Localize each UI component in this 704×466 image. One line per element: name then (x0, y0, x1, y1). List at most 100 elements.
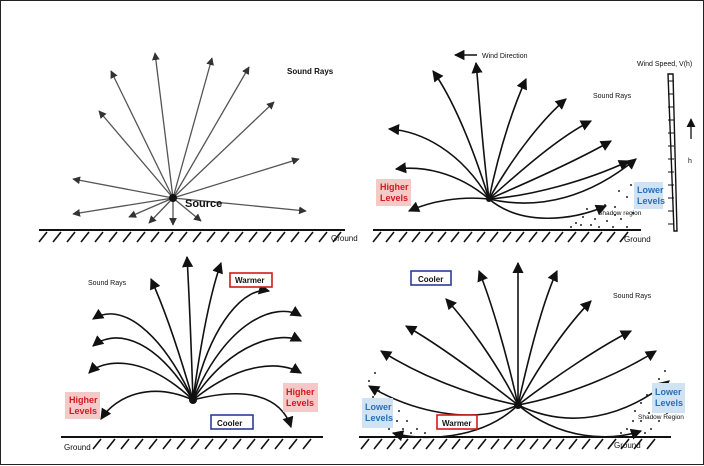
sound-ray (488, 158, 637, 204)
sound-ray (150, 277, 194, 401)
sound-ray (172, 197, 307, 215)
sound-ray (432, 70, 490, 200)
sound-ray (192, 363, 302, 401)
sound-ray (92, 335, 194, 401)
sound-ray (407, 197, 490, 212)
ground-label: Ground (64, 443, 91, 452)
h-label: h (688, 158, 692, 165)
lower-levels-left-highlight (362, 398, 393, 428)
higher-levels-left-label: Higher Levels (69, 395, 98, 416)
warmer-box (436, 414, 478, 430)
source-dot (514, 401, 522, 409)
ground-label: Ground (624, 235, 651, 244)
wind-direction-label: Wind Direction (482, 53, 528, 60)
ground-line (61, 436, 323, 450)
cooler-box (210, 414, 254, 430)
sound-ray (488, 160, 631, 200)
higher-levels-right-highlight (283, 383, 318, 412)
sound-ray (380, 350, 519, 406)
sound-ray (517, 404, 643, 440)
panel-wind-refraction: Wind Direction Wind Speed, V(h) h Sound … (372, 49, 696, 244)
sound-ray (172, 101, 275, 199)
cooler-label: Cooler (217, 419, 242, 428)
warmer-label: Warmer (442, 419, 472, 428)
sound-ray (477, 269, 519, 406)
ground-line (359, 436, 671, 450)
panel-lapse-refraction: Cooler Sound Rays Lower Levels Lower Level… (359, 261, 685, 450)
sound-ray (517, 300, 592, 406)
lower-levels-left-label: Lower Levels (365, 402, 393, 423)
sound-rays-label: Sound Rays (287, 67, 334, 76)
source-dot (189, 396, 197, 404)
sound-ray (394, 162, 490, 200)
sound-ray (391, 404, 519, 442)
source-label: Source (185, 198, 222, 210)
straight-ray-group (72, 52, 307, 226)
sound-ray (192, 261, 223, 401)
higher-levels-label: Higher Levels (380, 182, 409, 203)
panel-straight-rays: Source Sound Rays Ground (38, 52, 358, 243)
warmer-label: Warmer (235, 276, 265, 285)
wind-speed-profile (667, 73, 696, 232)
sound-ray (151, 52, 174, 199)
sound-ray (172, 197, 202, 222)
higher-levels-left-highlight (65, 392, 100, 419)
sound-ray (517, 330, 633, 406)
cooler-box (410, 270, 452, 286)
sound-ray (488, 120, 593, 200)
ground-label: Ground (331, 234, 358, 243)
shadow-region-dots (570, 184, 634, 228)
sound-ray (517, 269, 558, 406)
sound-ray (88, 361, 194, 401)
shadow-region-label: Shadow region (598, 210, 642, 217)
sound-rays-label: Sound Rays (613, 293, 652, 300)
lower-levels-highlight (634, 182, 663, 209)
sound-ray (488, 140, 612, 200)
cooler-label: Cooler (418, 275, 443, 284)
wind-speed-label: Wind Speed, V(h) (637, 61, 692, 68)
sound-ray (368, 385, 519, 416)
lower-levels-label: Lower Levels (637, 185, 665, 206)
sound-ray (471, 61, 490, 200)
sound-ray (488, 198, 608, 220)
sound-ray (445, 298, 519, 406)
sound-ray (72, 176, 174, 199)
lapse-ray-group (368, 261, 670, 442)
sound-ray (172, 157, 300, 199)
sound-ray (192, 283, 271, 401)
sound-ray (172, 66, 250, 199)
sound-ray (488, 77, 527, 200)
sound-ray (192, 393, 294, 429)
higher-levels-right-label: Higher Levels (286, 387, 315, 408)
source-dot (169, 194, 177, 202)
lower-levels-right-label: Lower Levels (655, 387, 683, 408)
panel-temperature-inversion: Sound Rays Warmer Cooler Higher Levels Hi… (61, 255, 323, 452)
sound-ray (148, 197, 174, 224)
source-dot (486, 196, 492, 202)
sound-ray (128, 197, 174, 218)
sound-ray (192, 306, 302, 401)
ground-line (38, 229, 345, 243)
sound-ray (405, 325, 519, 406)
sound-ray (387, 124, 490, 200)
sound-ray (100, 390, 194, 420)
lower-levels-right-highlight (652, 383, 685, 413)
warmer-box (229, 272, 273, 288)
sound-ray (72, 197, 174, 217)
sound-rays-label: Sound Rays (88, 280, 127, 287)
higher-levels-highlight (376, 179, 411, 206)
sound-ray (192, 331, 303, 401)
sound-ray (182, 255, 194, 401)
shadow-region-label: Shadow Region (638, 414, 684, 421)
ground-line (372, 229, 641, 243)
sound-ray (488, 98, 567, 200)
sound-ray (92, 308, 194, 401)
sound-ray (110, 70, 174, 199)
wind-ray-group (387, 61, 637, 220)
sound-ray (98, 110, 174, 199)
ground-label: Ground (614, 441, 641, 450)
sound-ray (517, 350, 657, 406)
sound-rays-label: Sound Rays (593, 93, 632, 100)
